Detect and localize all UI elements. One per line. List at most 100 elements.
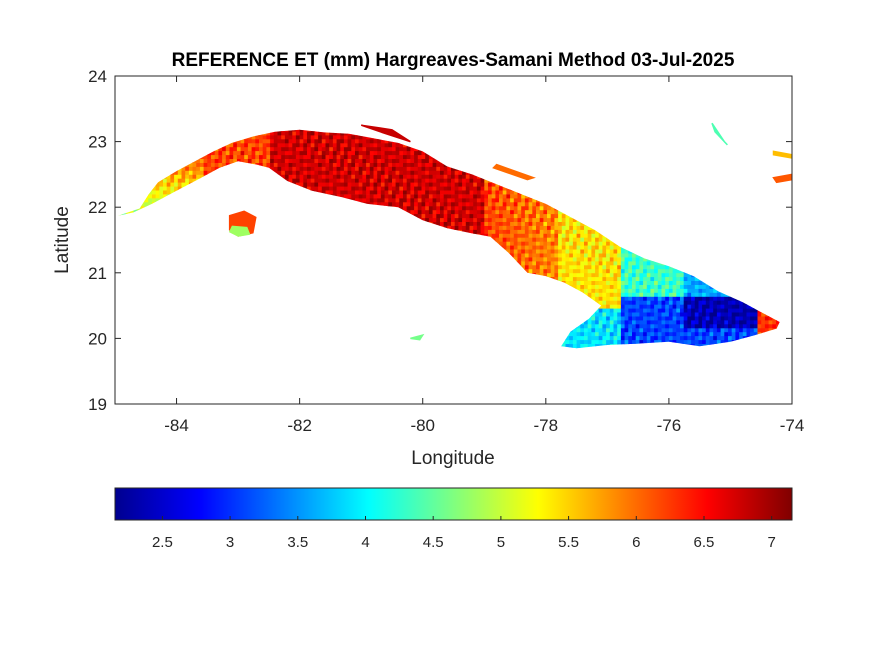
heatmap-cell (288, 146, 293, 152)
heatmap-cell (314, 182, 319, 187)
heatmap-cell (251, 154, 256, 159)
heatmap-cell (343, 139, 348, 144)
heatmap-cell (377, 158, 382, 163)
heatmap-cell (310, 146, 315, 152)
heatmap-cell (347, 146, 352, 152)
heatmap-cell (318, 174, 323, 179)
heatmap-cell (329, 131, 334, 136)
heatmap-cell (255, 162, 260, 167)
heatmap-cell (355, 150, 360, 156)
heatmap-cell (355, 190, 360, 195)
heatmap-cell (307, 135, 312, 140)
heatmap-cell (384, 178, 389, 183)
heatmap-cell (277, 139, 282, 144)
heatmap-cell (310, 174, 315, 179)
heatmap-cell (332, 131, 337, 136)
heatmap-cell (247, 139, 252, 144)
heatmap-cell (332, 178, 337, 183)
heatmap-cell (233, 158, 238, 163)
heatmap-cell (388, 182, 393, 187)
heatmap-cell (421, 190, 426, 195)
heatmap-cell (421, 150, 426, 156)
heatmap-cell (347, 135, 352, 140)
heatmap-cell (395, 158, 400, 163)
heatmap-cell (395, 182, 400, 187)
heatmap-cell (329, 142, 334, 148)
heatmap-cell (336, 186, 341, 191)
heatmap-cell (203, 158, 208, 163)
heatmap-cell (351, 150, 356, 156)
heatmap-cell (388, 174, 393, 179)
heatmap-cell (295, 150, 300, 156)
heatmap-cell (414, 198, 419, 203)
heatmap-cell (406, 205, 411, 211)
heatmap-cell (403, 186, 408, 191)
heatmap-cell (251, 158, 256, 163)
heatmap-cell (373, 190, 378, 195)
heatmap-cell (188, 178, 193, 183)
heatmap-cell (295, 142, 300, 148)
heatmap-cell (295, 182, 300, 187)
heatmap-cell (155, 194, 160, 199)
heatmap-cell (303, 131, 308, 136)
heatmap-cell (347, 170, 352, 175)
heatmap-cell (295, 154, 300, 159)
heatmap-cell (273, 131, 278, 136)
heatmap-cell (414, 194, 419, 199)
heatmap-cell (299, 162, 304, 167)
heatmap-cell (295, 178, 300, 183)
heatmap-cell (247, 158, 252, 163)
heatmap-cell (414, 158, 419, 163)
heatmap-cell (410, 174, 415, 179)
heatmap-cell (399, 198, 404, 203)
heatmap-cell (392, 198, 397, 203)
heatmap-cell (329, 135, 334, 140)
heatmap-cell (181, 174, 186, 179)
heatmap-cell (384, 198, 389, 203)
heatmap-cell (399, 190, 404, 195)
heatmap-cell (288, 170, 293, 175)
heatmap-cell (373, 142, 378, 148)
heatmap-cell (410, 162, 415, 167)
heatmap-cell (332, 146, 337, 152)
heatmap-cell (355, 198, 360, 203)
heatmap-cell (292, 178, 297, 183)
heatmap-cell (270, 150, 275, 156)
heatmap-cell (266, 142, 271, 148)
heatmap-cell (214, 158, 219, 163)
heatmap-cell (347, 174, 352, 179)
heatmap-cell (292, 162, 297, 167)
heatmap-cell (366, 170, 371, 175)
heatmap-cell (307, 146, 312, 152)
heatmap-cell (199, 162, 204, 167)
heatmap-cell (211, 158, 216, 163)
heatmap-cell (273, 142, 278, 148)
heatmap-cell (377, 190, 382, 195)
heatmap-cell (347, 139, 352, 144)
heatmap-cell (399, 158, 404, 163)
heatmap-cell (421, 198, 426, 203)
heatmap-cell (421, 178, 426, 183)
heatmap-cell (358, 154, 363, 159)
heatmap-cell (417, 158, 422, 163)
heatmap-cell (307, 150, 312, 156)
heatmap-cell (284, 154, 289, 159)
heatmap-cell (406, 166, 411, 171)
heatmap-cell (299, 135, 304, 140)
heatmap-cell (388, 158, 393, 163)
heatmap-cell (388, 162, 393, 167)
heatmap-cell (336, 190, 341, 195)
heatmap-cell (347, 158, 352, 163)
heatmap-cell (373, 150, 378, 156)
heatmap-cell (196, 170, 201, 175)
heatmap-cell (403, 198, 408, 203)
heatmap-cell (207, 166, 212, 171)
heatmap-cell (373, 139, 378, 144)
heatmap-cell (336, 178, 341, 183)
heatmap-cell (314, 139, 319, 144)
heatmap-cell (284, 150, 289, 156)
heatmap-cell (380, 190, 385, 195)
heatmap-cell (318, 131, 323, 136)
heatmap-cell (281, 162, 286, 167)
